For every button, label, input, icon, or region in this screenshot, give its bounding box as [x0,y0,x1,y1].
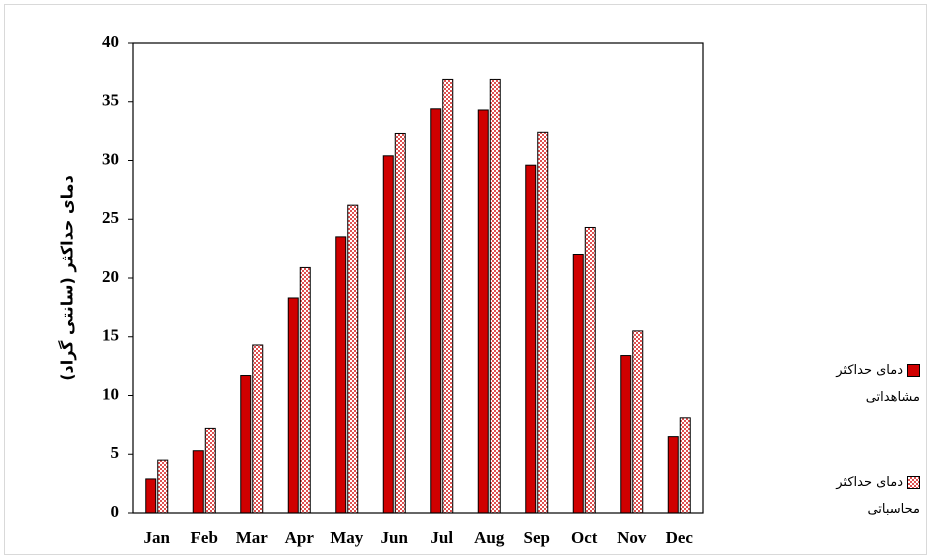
bar [442,78,454,514]
y-tick-label: 35 [102,91,119,110]
y-tick-label: 15 [102,326,119,345]
chart-frame [4,4,927,555]
bar [382,155,394,514]
bar [157,459,169,514]
x-tick-label: Sep [524,528,550,547]
x-tick-label: Jun [381,528,409,547]
plot-border [132,42,704,514]
x-tick-label: Oct [571,528,598,547]
bar [537,131,549,514]
bar [679,417,691,514]
x-tick-label: Apr [285,528,315,547]
x-tick-label: Feb [191,528,218,547]
x-tick-label: Jul [430,528,453,547]
bar [335,236,347,514]
bar [667,436,679,514]
bar [584,226,596,514]
bar [240,375,252,514]
y-tick-label: 0 [111,502,120,521]
legend-swatch [907,364,920,377]
x-tick-label: Nov [617,528,647,547]
legend-swatch [907,476,920,489]
bar [299,266,311,514]
bar [525,164,537,514]
x-tick-label: May [330,528,364,547]
bar [572,254,584,514]
x-tick-label: Aug [474,528,505,547]
x-tick-label: Mar [236,528,269,547]
bar [192,450,204,514]
legend-label: دمای حداکثر محاسباتی [836,475,920,517]
bar [287,297,299,514]
y-tick-label: 20 [102,267,119,286]
legend-item: دمای حداکثر مشاهداتی [808,357,920,411]
bar [204,427,216,514]
bar [489,78,501,514]
bar [347,204,359,514]
bar [632,330,644,514]
bar [145,478,157,514]
y-tick-label: 5 [111,443,120,462]
y-tick-label: 25 [102,208,119,227]
x-tick-label: Jan [144,528,171,547]
y-tick-label: 40 [102,32,119,51]
bar [394,132,406,514]
legend-item: دمای حداکثر محاسباتی [808,469,920,523]
bar [620,355,632,514]
bar [477,109,489,514]
x-tick-label: Dec [666,528,694,547]
legend-label: دمای حداکثر مشاهداتی [836,363,920,405]
bar [430,108,442,514]
y-tick-label: 30 [102,149,119,168]
y-tick-label: 10 [102,384,119,403]
bar [252,344,264,514]
y-axis-label: دمای حداکثر (سانتی گراد) [58,175,77,381]
